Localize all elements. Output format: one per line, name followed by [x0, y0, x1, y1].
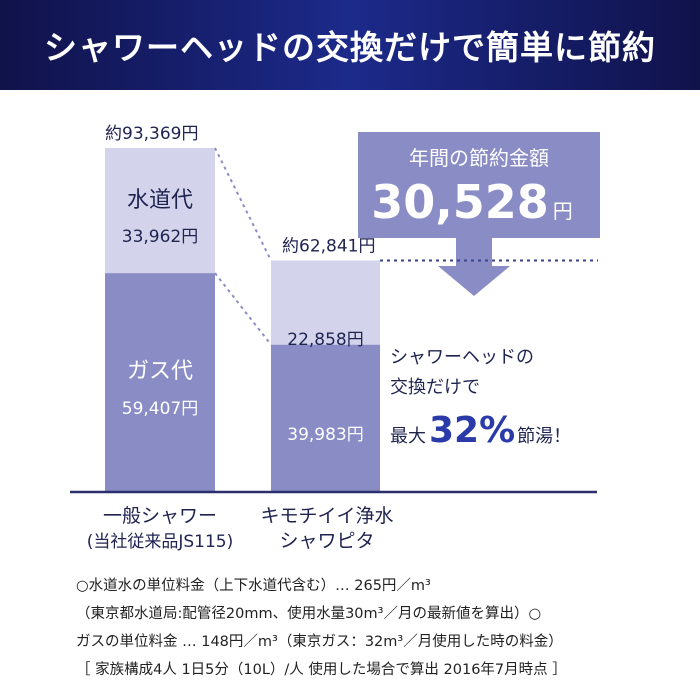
segment-name-gas: ガス代: [127, 359, 193, 384]
bar-kimochii-gas: [271, 344, 380, 492]
annotation-line-2: 交換だけで: [390, 377, 480, 398]
category-sublabel-kimochii: シャワピタ: [279, 530, 374, 552]
connector-line-gas: [214, 272, 272, 346]
savings-chart: 年間の節約金額 30,528 円 約93,369円 約62,841円 水道代 33…: [70, 124, 600, 552]
segment-value-conventional-water: 33,962円: [122, 227, 198, 247]
bar-conventional-gas: [105, 273, 215, 492]
total-label-kimochii: 約62,841円: [282, 236, 375, 256]
annotation-suffix: 節湯！: [517, 426, 571, 447]
callout-amount-unit: 円: [553, 199, 573, 223]
annotation-line-1: シャワーヘッドの: [390, 347, 534, 368]
connector-line-total: [214, 147, 272, 261]
segment-value-kimochii-gas: 39,983円: [287, 425, 363, 445]
annotation-line-3: 最大32% 節湯！: [390, 410, 571, 451]
category-label-conventional: 一般シャワー: [103, 505, 217, 527]
savings-callout-box: [358, 132, 600, 296]
annotation-prefix: 最大: [390, 426, 426, 447]
total-label-conventional: 約93,369円: [105, 124, 198, 144]
segment-value-kimochii-water: 22,858円: [287, 330, 363, 350]
page-title: シャワーヘッドの交換だけで簡単に節約: [44, 28, 656, 67]
segment-name-water: 水道代: [127, 188, 193, 213]
footnote-line: ［ 家族構成4人 1日5分（10L）/人 使用した場合で算出 2016年7月時点…: [76, 662, 567, 678]
segment-value-conventional-gas: 59,407円: [122, 399, 198, 419]
callout-amount-value: 30,528: [371, 175, 549, 229]
callout-amount: 30,528 円: [371, 175, 573, 229]
header-banner: シャワーヘッドの交換だけで簡単に節約: [0, 0, 700, 90]
footnote-line: ガスの単位料金 … 148円／m³（東京ガス：32m³／月使用した時の料金）: [76, 634, 563, 650]
bar-kimochii-water: [271, 260, 380, 345]
callout-title: 年間の節約金額: [409, 146, 549, 170]
category-sublabel-conventional: (当社従来品JS115): [87, 532, 234, 552]
category-label-kimochii: キモチイイ浄水: [260, 505, 393, 527]
footnote-line: ○水道水の単位料金（上下水道代含む）… 265円／m³: [76, 578, 431, 594]
bar-conventional-water: [105, 148, 215, 274]
footnote-line: （東京都水道局:配管径20mm、使用水量30m³／月の最新値を算出）○: [76, 606, 542, 622]
annotation-percent: 32%: [429, 410, 515, 451]
footnotes: ○水道水の単位料金（上下水道代含む）… 265円／m³ （東京都水道局:配管径2…: [76, 572, 676, 684]
